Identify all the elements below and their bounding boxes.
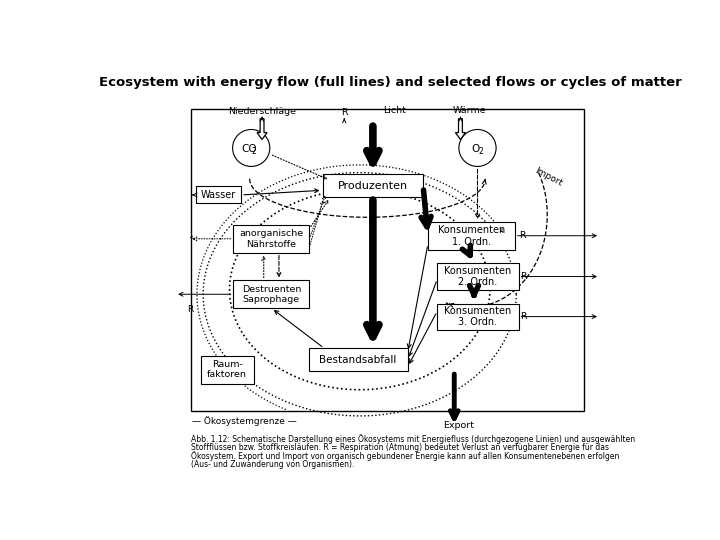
Text: R: R xyxy=(520,312,527,321)
Text: R: R xyxy=(520,272,527,281)
Text: Niederschläge: Niederschläge xyxy=(228,106,296,116)
Text: Konsumenten
2. Ordn.: Konsumenten 2. Ordn. xyxy=(444,266,511,287)
Text: 2: 2 xyxy=(252,146,256,156)
Bar xyxy=(323,174,423,197)
Text: Abb. 1.12: Schematische Darstellung eines Ökosystems mit Energiefluss (durchgezo: Abb. 1.12: Schematische Darstellung eine… xyxy=(191,434,635,444)
Circle shape xyxy=(233,130,270,166)
Bar xyxy=(437,303,518,330)
Text: CO: CO xyxy=(242,144,258,154)
Text: R: R xyxy=(186,305,193,314)
Text: Wärme: Wärme xyxy=(453,106,486,115)
Bar xyxy=(437,264,518,289)
Text: Licht: Licht xyxy=(383,106,406,115)
Bar xyxy=(196,186,241,204)
Bar xyxy=(309,348,408,372)
Text: Destruenten
Saprophage: Destruenten Saprophage xyxy=(242,285,301,304)
Bar xyxy=(201,356,253,383)
Text: R: R xyxy=(341,108,348,117)
FancyArrow shape xyxy=(257,119,267,139)
Text: Konsumenten
1. Ordn.: Konsumenten 1. Ordn. xyxy=(438,225,505,247)
Text: anorganische
Nährstoffe: anorganische Nährstoffe xyxy=(239,229,303,248)
Text: Konsumenten
3. Ordn.: Konsumenten 3. Ordn. xyxy=(444,306,511,327)
Text: Produzenten: Produzenten xyxy=(338,181,408,191)
Circle shape xyxy=(459,130,496,166)
Text: Ecosystem with energy flow (full lines) and selected flows or cycles of matter: Ecosystem with energy flow (full lines) … xyxy=(99,76,682,89)
Bar xyxy=(191,110,585,411)
Text: — Ökosystemgrenze —: — Ökosystemgrenze — xyxy=(192,416,297,426)
Text: R: R xyxy=(519,231,526,240)
Text: Bestandsabfall: Bestandsabfall xyxy=(320,355,397,365)
Text: Export: Export xyxy=(444,421,474,429)
Bar xyxy=(233,225,310,253)
Text: (Aus- und Zuwanderung von Organismen).: (Aus- und Zuwanderung von Organismen). xyxy=(191,460,354,469)
Text: Wasser: Wasser xyxy=(201,190,236,200)
Text: 2: 2 xyxy=(478,146,483,156)
Text: Import: Import xyxy=(534,166,564,188)
Text: Stoffflüssen bzw. Stoffkreisläufen. R = Respiration (Atmung) bedeutet Verlust an: Stoffflüssen bzw. Stoffkreisläufen. R = … xyxy=(191,443,608,452)
Text: Raum-
faktoren: Raum- faktoren xyxy=(207,360,247,380)
Bar xyxy=(233,280,310,308)
Bar xyxy=(428,222,515,249)
Text: O: O xyxy=(472,144,480,154)
FancyArrow shape xyxy=(456,119,466,139)
Text: Ökosystem. Export und Import von organisch gebundener Energie kann auf allen Kon: Ökosystem. Export und Import von organis… xyxy=(191,451,619,461)
